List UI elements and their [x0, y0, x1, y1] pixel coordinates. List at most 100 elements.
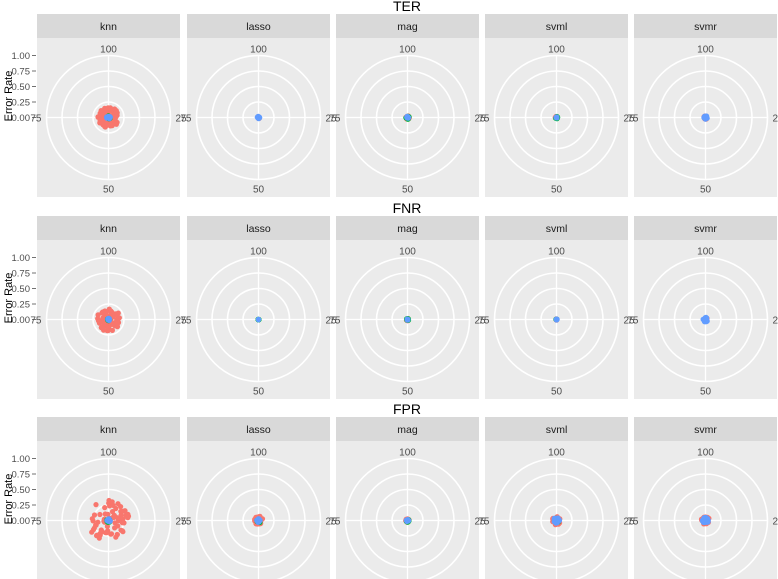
data-point: [96, 320, 103, 326]
facet-strip: [37, 216, 180, 240]
data-point: [107, 115, 113, 121]
facet-strip-label: mag: [397, 21, 418, 33]
facet-strip-label: knn: [100, 223, 117, 235]
y-axis-label: Error Rate: [3, 474, 15, 525]
facet-strip: [37, 417, 180, 441]
angular-label: 100: [548, 448, 565, 459]
data-point: [702, 519, 708, 525]
data-point: [114, 110, 120, 116]
angular-label: 50: [253, 185, 265, 196]
angular-label: 75: [329, 114, 341, 125]
angular-label: 75: [30, 517, 42, 528]
angular-label: 25: [475, 316, 487, 327]
data-point: [115, 523, 121, 529]
data-point: [109, 309, 115, 315]
angular-label: 25: [773, 114, 778, 125]
angular-label: 25: [624, 517, 636, 528]
row-title: TER: [393, 0, 421, 14]
data-point: [97, 511, 103, 518]
angular-label: 50: [700, 185, 712, 196]
angular-label: 75: [180, 114, 192, 125]
angular-label: 50: [551, 185, 563, 196]
data-point: [91, 525, 97, 531]
angular-label: 75: [478, 517, 490, 528]
data-point: [104, 523, 110, 530]
radial-tick-label: 0.75: [12, 470, 31, 481]
angular-label: 100: [100, 448, 117, 459]
radial-tick-label: 0.00: [12, 113, 31, 124]
y-axis-label: Error Rate: [3, 71, 15, 122]
facet-strip-label: svmr: [694, 223, 717, 235]
data-point: [105, 105, 111, 111]
angular-label: 25: [326, 316, 338, 327]
facet-strip-label: svmr: [694, 21, 717, 33]
data-point: [115, 515, 122, 522]
radial-tick-label: 0.00: [12, 315, 31, 326]
angular-label: 100: [100, 247, 117, 258]
facet-strip-label: lasso: [246, 223, 271, 235]
data-point: [702, 318, 708, 324]
facet-strip: [336, 216, 479, 240]
data-point: [109, 327, 115, 333]
angular-label: 50: [253, 387, 265, 398]
radial-tick-label: 0.50: [12, 284, 31, 295]
angular-label: 75: [627, 517, 639, 528]
data-point: [556, 516, 562, 523]
facet-strip-label: knn: [100, 424, 117, 436]
data-point: [123, 512, 129, 519]
facet-strip: [336, 14, 479, 38]
data-point: [254, 114, 260, 120]
radial-tick-label: 0.75: [12, 67, 31, 78]
angular-label: 100: [697, 45, 714, 56]
radial-tick-label: 0.50: [12, 485, 31, 496]
radial-tick-label: 0.25: [12, 98, 31, 109]
facet-panel-svml: svml 100 25 50 75: [478, 14, 635, 197]
data-point: [115, 310, 121, 316]
angular-label: 100: [697, 247, 714, 258]
angular-label: 25: [326, 517, 338, 528]
data-point: [118, 504, 124, 510]
angular-label: 100: [250, 247, 267, 258]
facet-panel-svml: svml 100 25 50 75: [478, 216, 635, 399]
data-point: [89, 529, 95, 535]
data-point: [110, 514, 117, 520]
facet-strip: [634, 417, 777, 441]
data-point: [106, 497, 112, 504]
angular-label: 100: [697, 448, 714, 459]
facet-strip: [485, 14, 628, 38]
data-point: [110, 502, 116, 508]
facet-strip-label: knn: [100, 21, 117, 33]
data-point: [96, 535, 102, 541]
data-point: [114, 532, 120, 538]
data-point: [89, 516, 95, 522]
data-point: [103, 121, 110, 127]
radial-tick-label: 1.00: [12, 51, 31, 62]
facet-strip-label: mag: [397, 223, 418, 235]
angular-label: 75: [30, 114, 42, 125]
angular-label: 25: [176, 114, 188, 125]
row-title: FNR: [393, 200, 422, 216]
facet-panel-svmr: svmr100255075: [627, 417, 778, 579]
radial-tick-label: 1.00: [12, 253, 31, 264]
facet-panel-svmr: svmr 100 25 50 75: [627, 14, 778, 197]
angular-label: 75: [627, 114, 639, 125]
data-point: [99, 310, 105, 316]
data-point: [255, 316, 262, 323]
row-title: FPR: [393, 401, 421, 417]
facet-strip-label: svml: [546, 424, 568, 436]
angular-label: 50: [103, 185, 115, 196]
angular-label: 50: [402, 185, 414, 196]
angular-label: 25: [624, 114, 636, 125]
angular-label: 100: [548, 45, 565, 56]
data-point: [120, 529, 126, 535]
